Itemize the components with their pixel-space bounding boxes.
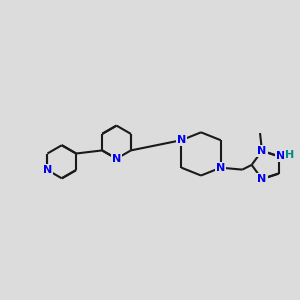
Text: N: N — [257, 146, 267, 156]
Text: N: N — [216, 163, 225, 173]
Text: H: H — [285, 150, 294, 161]
Text: N: N — [257, 174, 267, 184]
Text: N: N — [112, 154, 121, 164]
Text: N: N — [43, 165, 52, 175]
Text: N: N — [276, 151, 285, 161]
Text: N: N — [177, 135, 186, 145]
